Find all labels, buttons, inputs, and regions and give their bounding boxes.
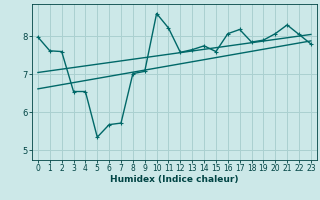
X-axis label: Humidex (Indice chaleur): Humidex (Indice chaleur) [110,175,239,184]
